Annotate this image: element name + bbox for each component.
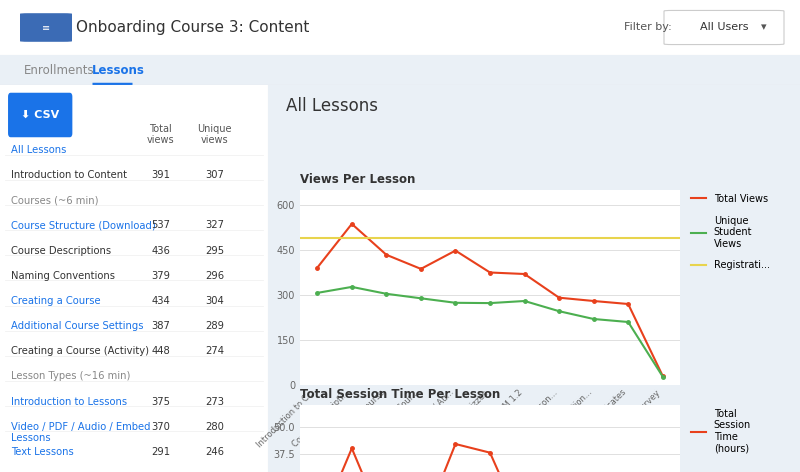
Text: Creating a Course (Activity): Creating a Course (Activity) (10, 346, 149, 356)
Text: All Lessons: All Lessons (10, 145, 66, 155)
Text: 273: 273 (205, 396, 224, 406)
Text: Onboarding Course 3: Content: Onboarding Course 3: Content (76, 20, 310, 35)
FancyBboxPatch shape (664, 10, 784, 44)
Text: 295: 295 (205, 245, 224, 256)
Text: Unique
views: Unique views (197, 124, 232, 145)
Text: Lessons: Lessons (92, 64, 145, 76)
Text: Additional Course Settings: Additional Course Settings (10, 321, 143, 331)
Text: 274: 274 (205, 346, 224, 356)
Text: Filter by:: Filter by: (624, 23, 672, 33)
Text: 448: 448 (151, 346, 170, 356)
Text: 289: 289 (205, 321, 224, 331)
Text: Enrollments: Enrollments (24, 64, 94, 76)
Text: ⬇ CSV: ⬇ CSV (21, 110, 59, 120)
Text: ▾: ▾ (761, 23, 767, 33)
Text: Video / PDF / Audio / Embed
Lessons: Video / PDF / Audio / Embed Lessons (10, 421, 150, 443)
Text: 291: 291 (151, 447, 170, 457)
Text: All Lessons: All Lessons (286, 97, 378, 115)
Text: All Users: All Users (700, 23, 749, 33)
Text: Creating a Course: Creating a Course (10, 296, 100, 306)
FancyBboxPatch shape (8, 93, 72, 137)
Text: 327: 327 (205, 220, 224, 230)
Text: Text Lessons: Text Lessons (10, 447, 74, 457)
Text: 387: 387 (151, 321, 170, 331)
FancyBboxPatch shape (20, 13, 72, 42)
Text: Total Session Time Per Lesson: Total Session Time Per Lesson (300, 388, 500, 401)
Text: Courses (~6 min): Courses (~6 min) (10, 195, 98, 205)
Text: 379: 379 (151, 271, 170, 281)
Text: ≡: ≡ (42, 23, 50, 33)
Text: Course Structure (Download): Course Structure (Download) (10, 220, 155, 230)
Text: Introduction to Lessons: Introduction to Lessons (10, 396, 127, 406)
Text: Total
views: Total views (147, 124, 174, 145)
Text: 375: 375 (151, 396, 170, 406)
Legend: Total
Session
Time
(hours): Total Session Time (hours) (688, 405, 755, 457)
Text: 370: 370 (151, 421, 170, 432)
Text: Lesson Types (~16 min): Lesson Types (~16 min) (10, 371, 130, 381)
Text: 537: 537 (151, 220, 170, 230)
Text: 246: 246 (205, 447, 224, 457)
Text: 391: 391 (151, 170, 170, 180)
Text: 304: 304 (205, 296, 224, 306)
Text: 296: 296 (205, 271, 224, 281)
Text: Introduction to Content: Introduction to Content (10, 170, 126, 180)
Text: 436: 436 (151, 245, 170, 256)
Text: 280: 280 (205, 421, 224, 432)
Text: Course Descriptions: Course Descriptions (10, 245, 111, 256)
Legend: Total Views, Unique
Student
Views, Registrati...: Total Views, Unique Student Views, Regis… (688, 190, 774, 274)
Text: Naming Conventions: Naming Conventions (10, 271, 114, 281)
Text: Views Per Lesson: Views Per Lesson (300, 173, 415, 186)
Text: 307: 307 (205, 170, 224, 180)
Text: 434: 434 (151, 296, 170, 306)
